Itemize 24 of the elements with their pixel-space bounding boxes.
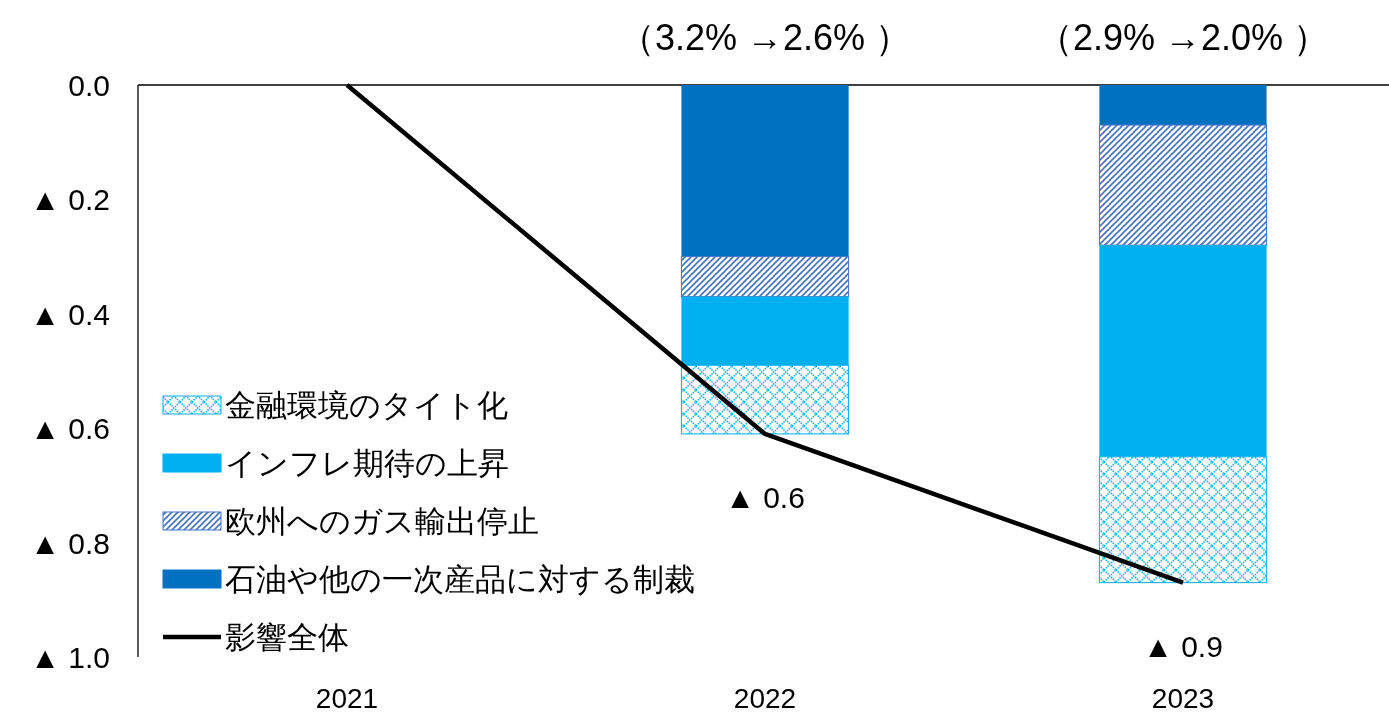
legend-label: 石油や他の一次産品に対する制裁 <box>225 562 695 597</box>
x-tick-label: 2023 <box>1151 683 1215 714</box>
bar <box>680 256 850 298</box>
legend-label: 金融環境のタイト化 <box>225 388 508 423</box>
bar <box>1098 456 1268 584</box>
y-tick-label: ▲ 0.8 <box>30 526 110 560</box>
annotation: ▲ 0.9 <box>1143 629 1223 663</box>
y-tick-label: ▲ 1.0 <box>30 641 110 674</box>
legend-label: 影響全体 <box>225 620 349 655</box>
bar <box>1098 124 1268 246</box>
legend-label: 欧州へのガス輸出停止 <box>225 504 539 539</box>
bar <box>681 85 849 257</box>
text: （3.2% →2.6% ） <box>618 17 912 58</box>
bar <box>1099 85 1267 126</box>
y-tick-label: 0.0 <box>68 69 110 102</box>
y-tick-label: ▲ 0.6 <box>30 412 110 446</box>
x-tick-label: 2022 <box>733 683 797 714</box>
legend-label: インフレ期待の上昇 <box>225 446 509 481</box>
annotation: ▲ 0.6 <box>725 480 805 514</box>
x-tick-label: 2021 <box>315 683 379 714</box>
y-tick-label: ▲ 0.4 <box>30 297 110 331</box>
text: （2.9% →2.0% ） <box>1036 17 1330 58</box>
bar <box>680 364 850 435</box>
y-tick-label: ▲ 0.2 <box>30 183 110 217</box>
